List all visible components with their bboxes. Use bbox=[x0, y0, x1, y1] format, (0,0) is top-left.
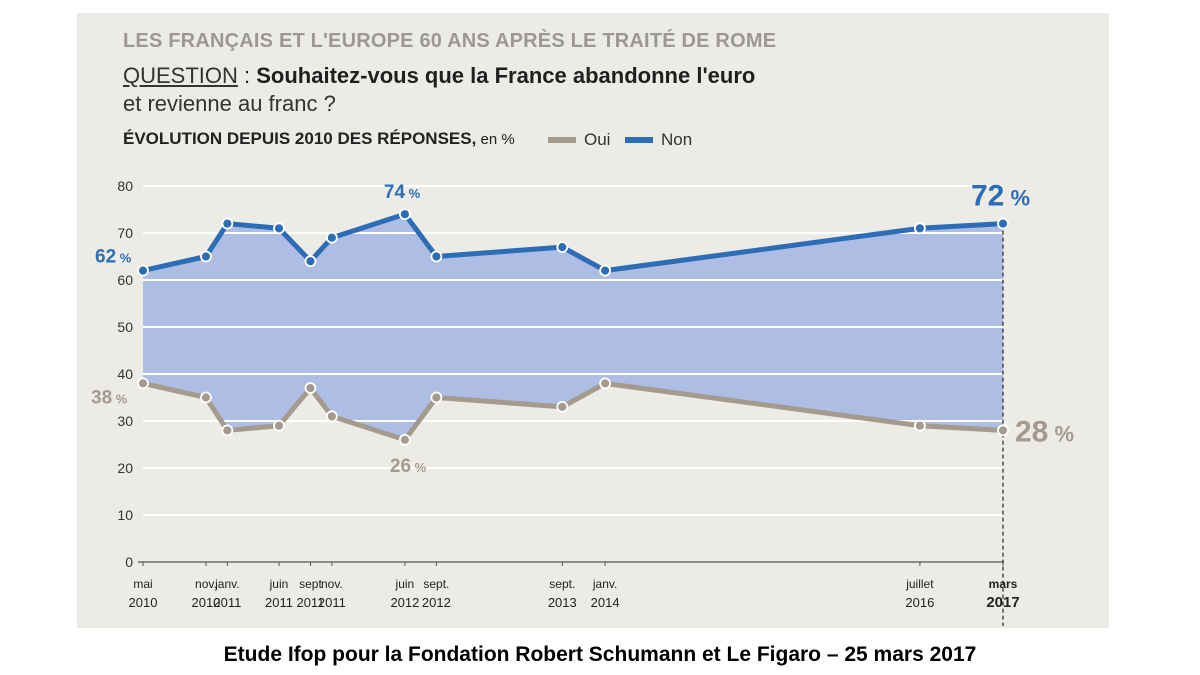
x-tick-month-0: mai bbox=[133, 577, 152, 591]
data-point-non-8 bbox=[556, 241, 569, 254]
data-point-non-0 bbox=[137, 264, 149, 277]
x-tick-year-6: 2012 bbox=[390, 595, 419, 610]
legend-swatch-oui bbox=[548, 137, 576, 143]
data-point-oui-11 bbox=[997, 424, 1009, 437]
legend-item-non: Non bbox=[625, 130, 692, 150]
chart-title: LES FRANÇAIS ET L'EUROPE 60 ANS APRÈS LE… bbox=[123, 30, 777, 52]
y-tick-label-80: 80 bbox=[117, 178, 133, 194]
data-point-non-3 bbox=[273, 222, 285, 235]
legend-item-oui: Oui bbox=[548, 130, 610, 150]
data-point-non-10 bbox=[913, 222, 926, 235]
x-tick-year-5: 2011 bbox=[318, 595, 346, 610]
data-point-non-6 bbox=[399, 208, 411, 221]
data-label-non-6: 74 % bbox=[384, 182, 421, 203]
x-tick-year-8: 2013 bbox=[548, 595, 577, 610]
legend-label-non: Non bbox=[661, 130, 693, 149]
y-tick-label-30: 30 bbox=[117, 413, 133, 429]
x-tick-month-2: janv. bbox=[214, 577, 239, 591]
y-tick-label-70: 70 bbox=[117, 225, 133, 241]
data-label-non-0: 62 % bbox=[95, 247, 132, 268]
y-tick-label-60: 60 bbox=[117, 272, 133, 288]
x-tick-year-3: 2011 bbox=[265, 595, 293, 610]
x-tick-month-5: nov. bbox=[321, 577, 343, 591]
x-tick-year-1: 2010 bbox=[191, 595, 220, 610]
data-label-oui-0: 38 % bbox=[91, 387, 128, 408]
data-point-oui-4 bbox=[304, 382, 317, 395]
question-label: QUESTION bbox=[123, 63, 238, 88]
x-tick-month-4: sept bbox=[299, 577, 322, 591]
data-point-oui-6 bbox=[399, 433, 411, 446]
legend-label-oui: Oui bbox=[584, 130, 611, 149]
data-point-oui-1 bbox=[200, 391, 212, 404]
chart-subtitle: ÉVOLUTION DEPUIS 2010 DES RÉPONSES, en % bbox=[123, 129, 515, 149]
x-tick-month-9: janv. bbox=[592, 577, 617, 591]
data-point-oui-2 bbox=[221, 424, 234, 437]
data-point-non-2 bbox=[221, 217, 234, 230]
x-tick-month-8: sept. bbox=[549, 577, 575, 591]
x-tick-year-7: 2012 bbox=[422, 595, 451, 610]
subtitle-text: ÉVOLUTION DEPUIS 2010 DES RÉPONSES, bbox=[123, 129, 477, 148]
question-line-2: et revienne au franc ? bbox=[123, 91, 336, 116]
data-point-oui-7 bbox=[430, 391, 443, 404]
x-tick-month-1: nov. bbox=[195, 577, 217, 591]
x-tick-year-10: 2016 bbox=[905, 595, 934, 610]
data-point-non-4 bbox=[304, 255, 317, 268]
y-tick-label-20: 20 bbox=[117, 460, 133, 476]
legend-swatch-non bbox=[625, 137, 653, 143]
data-label-oui-11: 28 % bbox=[1015, 415, 1074, 448]
data-point-non-5 bbox=[325, 231, 338, 244]
data-label-oui-6: 26 % bbox=[390, 456, 427, 477]
x-tick-year-2: 2011 bbox=[213, 595, 241, 610]
y-tick-label-0: 0 bbox=[125, 554, 133, 570]
source-caption: Etude Ifop pour la Fondation Robert Schu… bbox=[223, 643, 977, 666]
series-line-oui bbox=[140, 380, 1006, 443]
x-tick-year-9: 2014 bbox=[591, 595, 620, 610]
x-tick-month-10: juillet bbox=[905, 577, 934, 591]
data-point-non-1 bbox=[200, 250, 212, 263]
y-tick-label-40: 40 bbox=[117, 366, 133, 382]
y-tick-label-10: 10 bbox=[117, 507, 133, 523]
question-text: Souhaitez-vous que la France abandonne l… bbox=[256, 63, 756, 88]
series-line-non bbox=[140, 211, 1006, 274]
data-point-oui-5 bbox=[325, 410, 338, 423]
x-tick-year-0: 2010 bbox=[129, 595, 158, 610]
data-point-oui-3 bbox=[273, 419, 285, 432]
data-point-oui-8 bbox=[556, 400, 569, 413]
subtitle-unit: en % bbox=[476, 131, 515, 148]
data-label-non-11: 72 % bbox=[971, 180, 1030, 213]
data-point-non-11 bbox=[997, 217, 1009, 230]
data-point-non-7 bbox=[430, 250, 443, 263]
data-point-oui-0 bbox=[137, 377, 149, 390]
question-separator: : bbox=[237, 63, 257, 88]
y-tick-label-50: 50 bbox=[117, 319, 133, 335]
data-point-oui-9 bbox=[599, 377, 612, 390]
x-tick-month-7: sept. bbox=[423, 577, 449, 591]
question-line-1: QUESTION : Souhaitez-vous que la France … bbox=[123, 63, 755, 89]
data-point-non-9 bbox=[599, 264, 612, 277]
x-tick-year-4: 2011 bbox=[296, 595, 324, 610]
data-point-oui-10 bbox=[913, 419, 926, 432]
x-tick-month-3: juin bbox=[269, 577, 289, 591]
x-tick-month-6: juin bbox=[395, 577, 415, 591]
